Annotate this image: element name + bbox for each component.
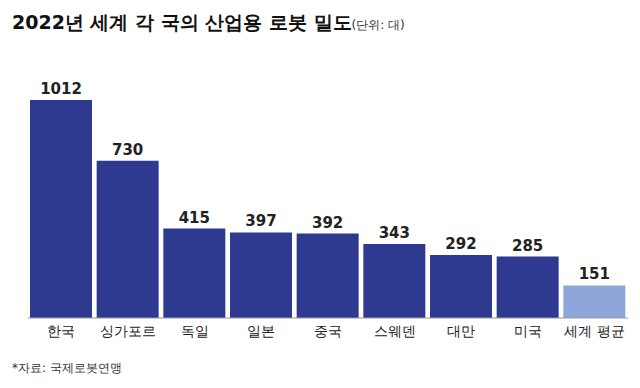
svg-text:397: 397: [245, 212, 276, 230]
svg-text:1012: 1012: [40, 80, 82, 98]
svg-text:독일: 독일: [181, 323, 209, 339]
svg-text:스웨덴: 스웨덴: [374, 323, 416, 339]
html-text:2022년 세계 각 국의 산업용 로봇 밀도(단위: 대): 2022년 세계 각 국의 산업용 로봇 밀도(단위: 대): [12, 11, 405, 33]
svg-text:292: 292: [445, 235, 476, 253]
svg-text:285: 285: [512, 237, 543, 255]
html-text:*자료: 국제로봇연맹: *자료: 국제로봇연맹: [12, 361, 122, 375]
svg-text:151: 151: [579, 265, 610, 283]
svg-text:미국: 미국: [514, 323, 542, 339]
svg-text:343: 343: [379, 224, 410, 242]
svg-text:415: 415: [179, 209, 210, 227]
svg-text:일본: 일본: [247, 323, 275, 339]
svg-text:730: 730: [112, 141, 143, 159]
svg-text:392: 392: [312, 214, 343, 232]
svg-text:중국: 중국: [314, 323, 342, 339]
svg-text:대만: 대만: [447, 323, 475, 339]
svg-text:싱가포르: 싱가포르: [100, 323, 156, 339]
svg-text:세계 평균: 세계 평균: [564, 323, 624, 339]
svg-text:한국: 한국: [47, 323, 75, 339]
